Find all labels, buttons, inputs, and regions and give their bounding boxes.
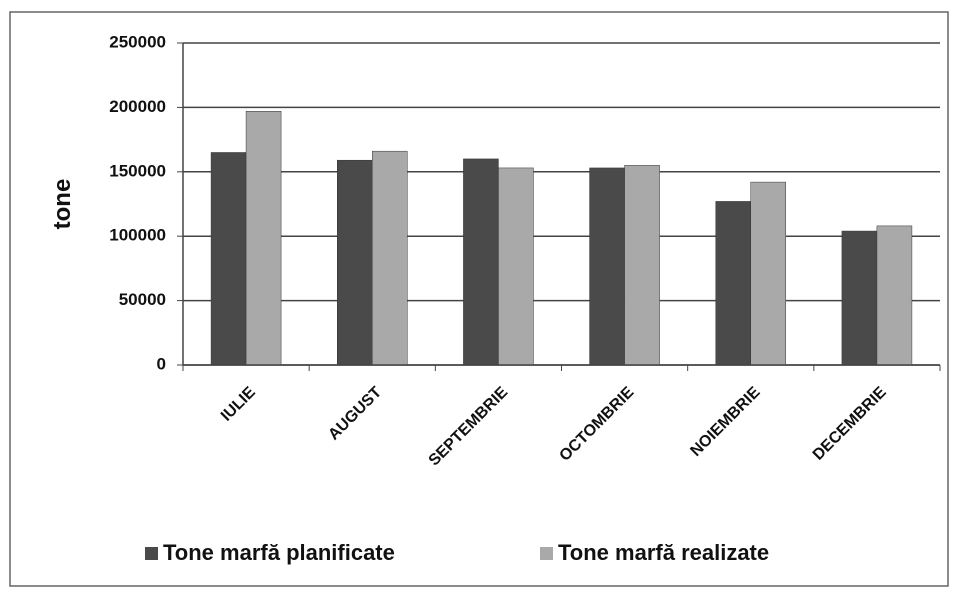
bar (589, 167, 625, 366)
y-tick-label: 150000 (109, 161, 166, 180)
y-axis-label: tone (49, 179, 76, 230)
bar (337, 159, 373, 366)
bar (624, 165, 660, 366)
y-tick-label: 200000 (109, 97, 166, 116)
legend-swatch (145, 547, 158, 560)
bar (372, 150, 408, 366)
y-tick-label: 250000 (109, 32, 166, 51)
y-tick-label: 0 (157, 354, 166, 373)
bar (715, 201, 751, 366)
bar (498, 167, 534, 366)
bar (841, 230, 878, 366)
legend-swatch (540, 547, 553, 560)
y-tick-label: 50000 (119, 290, 166, 309)
bar (463, 158, 499, 366)
y-tick-label: 100000 (109, 226, 166, 245)
bar (876, 225, 913, 366)
legend-label: Tone marfă planificate (163, 540, 395, 565)
bar (750, 181, 786, 366)
bar (210, 152, 247, 366)
bar (245, 111, 282, 366)
legend-label: Tone marfă realizate (558, 540, 769, 565)
